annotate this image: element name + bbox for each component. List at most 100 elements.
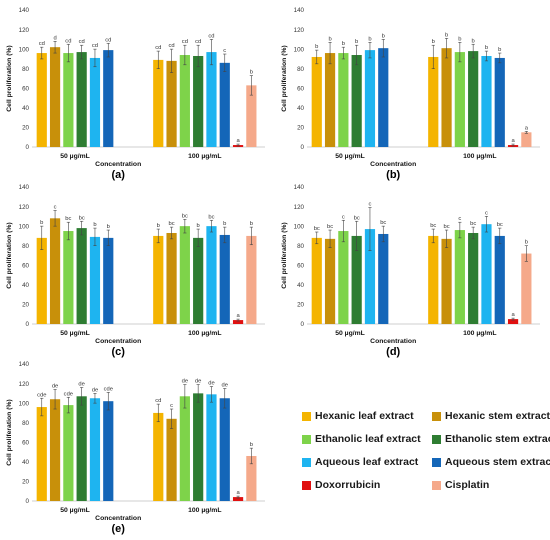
y-tick-label: 60 [297,85,304,92]
significance-letter: bc [327,224,333,230]
significance-letter: bc [79,215,85,221]
y-tick-label: 140 [294,7,305,14]
significance-letter: b [223,221,226,227]
significance-letter: b [472,38,475,44]
category-label: 100 µg/mL [188,330,221,337]
significance-letter: b [445,32,448,38]
x-axis-title: Concentration [95,338,141,345]
y-tick-label: 80 [22,243,29,250]
legend-label: Doxorrubicin [315,479,381,491]
bar [232,497,244,501]
legend-swatch [302,457,311,467]
significance-letter: bc [430,223,436,229]
bar [89,236,101,324]
significance-letter: b [93,222,96,228]
category-label: 50 µg/mL [335,153,365,160]
legend-swatch [302,480,311,490]
legend-label: Aqueous stem extract [445,456,550,468]
legend-item: Ethanolic leaf extract [302,433,421,445]
bar [507,319,519,324]
significance-letter: cde [64,391,73,397]
legend-label: Hexanic leaf extract [315,410,414,422]
panel-label: (b) [386,169,400,181]
category-label: 50 µg/mL [335,330,365,337]
bar [49,399,61,501]
category-label: 100 µg/mL [463,330,496,337]
y-tick-label: 140 [294,184,305,191]
significance-letter: c [458,216,461,222]
significance-letter: bc [380,220,386,226]
bar [246,85,257,147]
legend-label: Ethanolic stem extract [445,433,550,445]
bar [206,52,217,148]
y-tick-label: 60 [297,262,304,269]
bar [351,55,362,148]
y-tick-label: 40 [22,459,29,466]
significance-letter: bc [470,221,476,227]
legend-item: Hexanic stem extract [432,410,550,422]
chart-panel: 0 20 40 60 80 100 120 140 Cell proliferation (%)… [281,7,540,181]
bar [521,132,532,147]
bar [153,59,164,147]
significance-letter: b [250,70,253,76]
bar [441,48,452,147]
y-axis-title: Cell proliferation (%) [6,45,13,111]
significance-letter: c [54,204,57,210]
bar [364,229,376,324]
bar [364,50,376,147]
significance-letter: b [197,223,200,229]
category-label: 100 µg/mL [188,507,221,514]
significance-letter: bc [354,215,360,221]
bar [378,48,389,147]
bar [351,235,362,324]
bar [454,52,465,148]
bar [49,218,61,324]
significance-letter: b [315,44,318,50]
bar [63,231,74,324]
significance-letter: de [92,387,98,393]
bar [153,235,164,324]
significance-letter: de [208,381,214,387]
y-tick-label: 40 [22,105,29,112]
bar [89,398,101,501]
y-tick-label: 0 [26,498,30,505]
significance-letter: cd [105,37,111,43]
x-axis-title: Concentration [370,338,416,345]
bar [521,253,532,324]
y-tick-label: 20 [22,479,29,486]
significance-letter: cd [195,39,201,45]
y-tick-label: 40 [297,105,304,112]
significance-letter: b [382,33,385,39]
significance-letter: bc [208,214,214,220]
legend-item: Ethanolic stem extract [432,433,550,445]
significance-letter: c [342,214,345,220]
bar [36,407,47,501]
y-tick-label: 20 [22,302,29,309]
bar [49,47,61,147]
significance-letter: bc [497,222,503,228]
x-axis-title: Concentration [95,161,141,168]
category-label: 100 µg/mL [463,153,496,160]
bar [378,233,389,324]
significance-letter: c [223,48,226,54]
bar [428,235,439,324]
significance-letter: a [511,138,515,144]
chart-panel: 0 20 40 60 80 100 120 140 Cell proliferation (%)… [6,361,265,535]
significance-letter: b [157,223,160,229]
significance-letter: b [107,224,110,230]
bar [494,235,505,324]
bar [454,230,465,324]
bar [89,57,101,148]
bar [324,238,336,324]
bar [246,235,257,324]
bar [428,56,439,147]
y-tick-label: 20 [22,125,29,132]
legend-swatch [302,434,311,444]
bar [166,60,177,148]
y-axis-title: Cell proliferation (%) [6,222,13,288]
bar [311,56,322,147]
bar [179,55,190,148]
panel-label: (e) [111,523,125,535]
category-label: 100 µg/mL [188,153,221,160]
